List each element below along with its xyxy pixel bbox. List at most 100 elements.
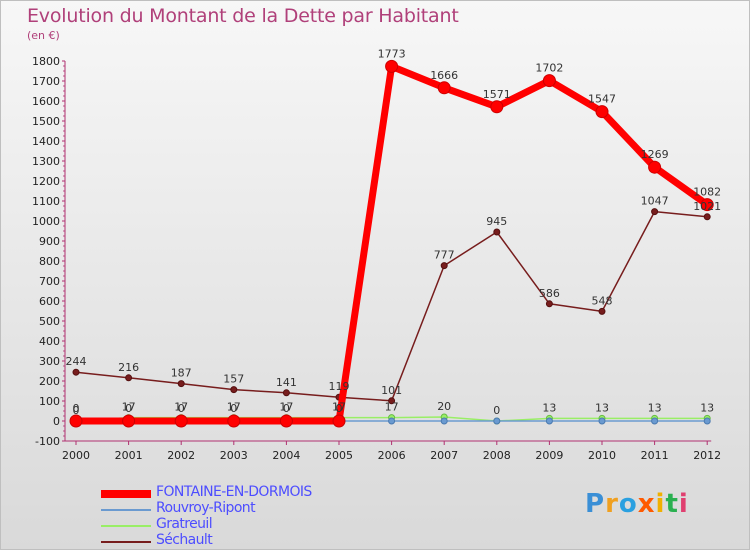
proxiti-logo: Proxiti [585,489,689,519]
y-tick-label: 1200 [32,175,60,188]
data-label-3: 586 [539,287,560,300]
series-point-3 [545,300,553,308]
y-tick-label: 700 [39,275,60,288]
y-tick-label: 300 [39,355,60,368]
series-point-3 [598,307,606,315]
x-tick-label: 2009 [535,449,563,462]
data-label-2: 17 [174,401,188,414]
series-point-0 [279,414,293,428]
data-label-2: 13 [595,401,609,414]
y-tick-label: 1000 [32,215,60,228]
data-label-2: 17 [385,401,399,414]
data-label-3: 548 [592,294,613,307]
data-label-0: 1082 [693,186,721,199]
data-label-2: 13 [542,401,556,414]
series-point-0 [385,59,399,73]
series-point-3 [125,374,133,382]
x-tick-label: 2001 [115,449,143,462]
y-tick-label: 900 [39,235,60,248]
data-label-2: 13 [700,401,714,414]
data-label-0: 0 [125,402,132,415]
legend-label-rouvroy: Rouvroy-Ripont [156,500,256,516]
data-label-0: 1571 [483,88,511,101]
series-point-0 [69,414,83,428]
series-point-0 [595,105,609,119]
data-label-0: 1702 [535,62,563,75]
data-label-2: 17 [227,401,241,414]
series-point-1 [703,417,711,425]
series-point-1 [545,417,553,425]
data-label-3: 1021 [693,200,721,213]
data-label-2: 17 [332,401,346,414]
data-label-0: 1666 [430,69,458,82]
data-label-3: 119 [329,380,350,393]
series-point-3 [177,380,185,388]
x-tick-label: 2010 [588,449,616,462]
data-label-2: 0 [73,404,80,417]
y-tick-label: 400 [39,335,60,348]
data-label-3: 141 [276,376,297,389]
y-tick-label: 1600 [32,95,60,108]
y-tick-label: 1700 [32,75,60,88]
y-tick-label: 1500 [32,115,60,128]
series-point-0 [227,414,241,428]
data-label-2: 17 [279,401,293,414]
legend-label-fontaine: FONTAINE-EN-DORMOIS [156,484,312,500]
series-point-1 [651,417,659,425]
data-label-0: 0 [73,402,80,415]
data-label-3: 187 [171,367,192,380]
y-tick-label: 600 [39,295,60,308]
series-point-0 [490,100,504,114]
chart-unit-label: (en €) [27,29,60,42]
series-point-0 [542,74,556,88]
data-label-0: 0 [178,402,185,415]
data-label-0: 0 [336,402,343,415]
y-tick-label: 200 [39,375,60,388]
data-label-2: 13 [648,401,662,414]
data-label-0: 0 [230,402,237,415]
series-point-1 [388,417,396,425]
x-tick-label: 2011 [641,449,669,462]
legend-swatch-gratreuil [101,525,151,527]
data-label-2: 20 [437,400,451,413]
x-tick-label: 2003 [220,449,248,462]
series-point-1 [440,417,448,425]
series-point-1 [598,417,606,425]
data-label-3: 777 [434,249,455,262]
legend-swatch-fontaine [101,490,151,498]
data-label-2: 0 [493,404,500,417]
data-label-3: 157 [223,373,244,386]
x-tick-label: 2007 [430,449,458,462]
x-tick-label: 2008 [483,449,511,462]
data-label-3: 244 [66,355,87,368]
series-point-3 [651,208,659,216]
y-tick-label: -100 [35,435,60,448]
legend-swatch-sechault [101,541,151,543]
series-point-0 [332,414,346,428]
data-label-0: 1269 [641,148,669,161]
legend-swatch-rouvroy [101,509,151,511]
data-label-3: 945 [486,215,507,228]
series-point-3 [493,228,501,236]
data-label-0: 0 [283,402,290,415]
series-point-0 [174,414,188,428]
y-tick-label: 500 [39,315,60,328]
series-point-0 [700,198,714,212]
series-point-0 [648,160,662,174]
y-tick-label: 1800 [32,55,60,68]
x-tick-label: 2002 [167,449,195,462]
chart-title: Evolution du Montant de la Dette par Hab… [27,5,459,27]
series-point-3 [72,368,80,376]
y-tick-label: 100 [39,395,60,408]
series-point-3 [703,213,711,221]
series-point-0 [437,81,451,95]
y-tick-label: 1100 [32,195,60,208]
data-label-2: 17 [122,401,136,414]
x-tick-label: 2006 [378,449,406,462]
data-label-0: 1547 [588,93,616,106]
data-label-3: 1047 [641,195,669,208]
x-tick-label: 2004 [272,449,300,462]
series-point-3 [282,389,290,397]
